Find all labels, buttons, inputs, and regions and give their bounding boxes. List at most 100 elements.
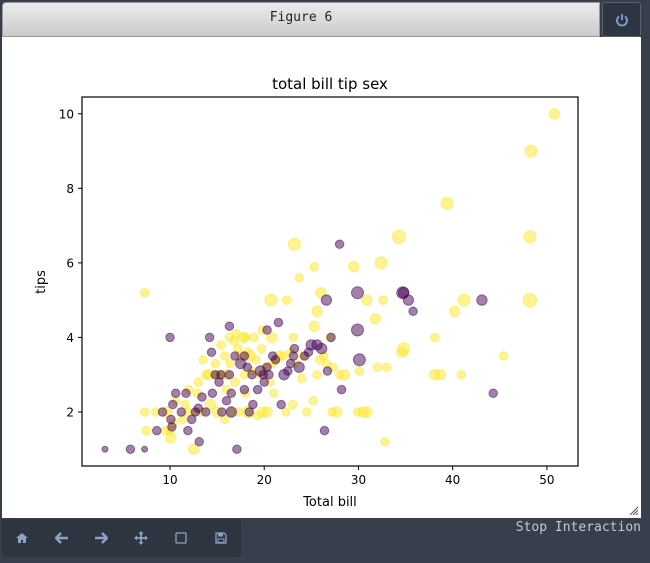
- data-point: [311, 339, 323, 351]
- data-point: [281, 407, 291, 417]
- data-point: [319, 425, 330, 436]
- x-tick-label: 40: [445, 473, 460, 487]
- zoom-rect-button[interactable]: [161, 519, 201, 557]
- pan-button[interactable]: [121, 519, 161, 557]
- data-point: [282, 295, 292, 305]
- data-point: [183, 425, 193, 436]
- data-point: [193, 403, 204, 413]
- data-point: [210, 358, 220, 369]
- data-point: [217, 407, 227, 417]
- stop-interaction-button[interactable]: Stop Interaction: [515, 520, 641, 535]
- data-point: [331, 406, 343, 418]
- data-point: [374, 256, 388, 270]
- data-point: [350, 286, 365, 300]
- data-point: [152, 425, 162, 436]
- data-point: [201, 369, 211, 380]
- axes-frame: [81, 96, 579, 467]
- data-point: [361, 294, 373, 306]
- data-point: [288, 332, 299, 343]
- data-point: [244, 407, 254, 417]
- save-button[interactable]: [201, 519, 241, 557]
- data-point: [334, 239, 345, 249]
- figure-canvas[interactable]: 10 20 30 40 50 2 4 6 8 10 total bill tip sex Tot…: [2, 37, 641, 518]
- data-point: [258, 369, 269, 380]
- data-point: [221, 396, 232, 406]
- data-point: [251, 355, 261, 365]
- data-point: [197, 392, 207, 402]
- y-tick-label: 6: [66, 256, 74, 270]
- data-point: [232, 444, 242, 454]
- data-point: [256, 343, 267, 354]
- data-point: [402, 294, 415, 306]
- data-point: [226, 388, 237, 399]
- data-point: [338, 369, 350, 381]
- move-icon: [134, 531, 149, 545]
- data-point: [391, 229, 407, 245]
- data-point: [198, 355, 208, 365]
- data-point: [369, 313, 382, 325]
- data-point: [457, 293, 471, 307]
- data-point: [229, 336, 239, 346]
- data-point: [548, 108, 561, 120]
- data-point: [167, 422, 177, 432]
- data-point: [201, 407, 211, 417]
- data-point: [372, 362, 383, 372]
- data-point: [239, 351, 250, 361]
- data-point: [448, 305, 461, 317]
- data-point: [354, 366, 365, 376]
- x-tick-label: 20: [257, 473, 272, 487]
- data-point: [248, 399, 258, 410]
- data-point: [278, 351, 288, 361]
- rectangle-zoom-icon: [175, 532, 187, 544]
- data-point: [216, 340, 226, 350]
- data-point: [180, 399, 190, 410]
- data-point: [312, 369, 322, 380]
- data-point: [268, 388, 279, 399]
- data-point: [230, 377, 240, 387]
- figure-titlebar: Figure 6: [2, 2, 600, 37]
- data-point: [204, 332, 215, 343]
- x-tick-label: 10: [162, 473, 177, 487]
- resize-grip-icon[interactable]: [629, 506, 638, 515]
- data-point: [361, 406, 373, 418]
- x-axis-ticks: 10 20 30 40 50: [162, 466, 555, 487]
- data-point: [193, 377, 204, 387]
- y-tick-label: 4: [66, 331, 74, 345]
- data-point: [157, 407, 168, 417]
- y-tick-label: 2: [66, 405, 74, 419]
- data-point: [224, 369, 235, 380]
- chart-title: total bill tip sex: [272, 75, 388, 93]
- data-point: [498, 351, 509, 361]
- data-point: [294, 273, 304, 283]
- forward-button[interactable]: [82, 519, 122, 557]
- home-icon: [15, 533, 28, 543]
- home-button[interactable]: [2, 519, 42, 557]
- data-point: [430, 332, 440, 343]
- data-point: [168, 399, 178, 410]
- data-point: [476, 294, 488, 306]
- data-point: [165, 332, 175, 343]
- arrow-right-icon: [95, 532, 109, 544]
- floppy-save-icon: [215, 532, 227, 544]
- data-point: [264, 293, 278, 307]
- x-axis-label: Total bill: [302, 495, 357, 510]
- data-point: [287, 237, 301, 251]
- data-point: [214, 377, 224, 387]
- data-point: [252, 384, 263, 395]
- data-point: [308, 396, 318, 406]
- data-point: [293, 361, 305, 373]
- close-figure-button[interactable]: [602, 2, 641, 37]
- data-point: [266, 331, 278, 344]
- data-point: [348, 260, 360, 273]
- data-point: [261, 406, 273, 418]
- data-point: [239, 384, 250, 395]
- back-button[interactable]: [42, 519, 82, 557]
- y-tick-label: 8: [66, 182, 74, 196]
- data-point: [408, 306, 418, 317]
- data-point: [287, 399, 298, 410]
- data-point: [219, 351, 230, 361]
- data-point: [309, 261, 319, 272]
- data-point: [352, 353, 366, 367]
- data-point: [206, 347, 217, 358]
- data-point: [141, 445, 149, 453]
